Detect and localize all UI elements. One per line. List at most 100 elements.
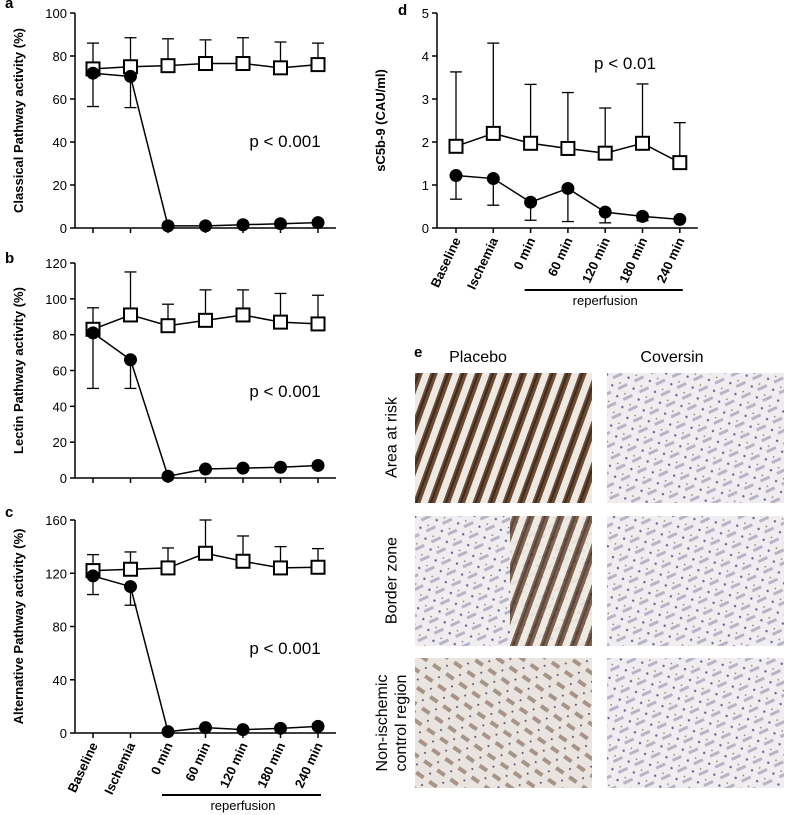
marker <box>560 140 576 156</box>
x-tick-label: 180 min <box>254 740 288 790</box>
marker <box>236 723 250 737</box>
marker <box>235 553 251 569</box>
y-tick-label: 2 <box>422 135 429 150</box>
y-axis-label: Alternative Pathway activity (%) <box>11 529 26 725</box>
y-axis-label: sC5b-9 (CAU/ml) <box>373 69 388 172</box>
y-tick-label: 120 <box>45 566 67 581</box>
marker <box>199 721 212 735</box>
x-tick-label: 240 min <box>653 235 687 285</box>
y-tick-label: 80 <box>53 620 67 635</box>
marker <box>310 316 326 332</box>
marker <box>161 469 175 483</box>
y-tick-label: 120 <box>45 256 67 271</box>
micrograph <box>607 373 784 503</box>
column-header: Placebo <box>449 349 507 366</box>
marker <box>86 326 100 340</box>
y-tick-label: 20 <box>53 435 67 450</box>
marker <box>310 559 326 575</box>
annotation: p < 0.001 <box>249 132 320 151</box>
x-axis-label: reperfusion <box>210 798 275 813</box>
y-tick-label: 4 <box>422 49 429 64</box>
marker <box>198 312 213 328</box>
marker <box>597 145 613 161</box>
annotation: p < 0.01 <box>594 54 656 73</box>
marker <box>124 69 137 83</box>
y-tick-label: 100 <box>45 292 67 307</box>
marker <box>486 172 500 186</box>
marker <box>86 66 100 80</box>
x-tick-label: 180 min <box>616 235 650 285</box>
marker <box>86 569 100 583</box>
marker <box>311 216 325 230</box>
marker <box>198 545 213 561</box>
y-tick-label: 3 <box>422 92 429 107</box>
marker <box>273 560 288 576</box>
x-tick-label: 60 min <box>545 235 576 279</box>
marker <box>273 60 288 76</box>
marker <box>160 58 176 74</box>
x-tick-label: 240 min <box>292 740 326 790</box>
micrograph-region <box>510 516 592 646</box>
x-tick-label: 0 min <box>510 235 538 272</box>
marker <box>636 209 649 223</box>
marker <box>199 219 212 233</box>
marker <box>235 56 251 72</box>
y-tick-label: 1 <box>422 178 429 193</box>
marker <box>161 219 175 233</box>
y-tick-label: 40 <box>53 673 67 688</box>
y-axis-label: Lectin Pathway activity (%) <box>11 287 26 454</box>
micrograph <box>607 516 784 646</box>
panel-label: e <box>414 344 422 361</box>
marker <box>124 353 137 367</box>
row-label: Non-ischemic control region <box>374 674 410 772</box>
marker <box>311 458 325 472</box>
row-label: Border zone <box>383 536 401 625</box>
panel-label: d <box>398 2 407 19</box>
marker <box>123 307 138 323</box>
panel-label: b <box>5 250 14 267</box>
y-tick-label: 160 <box>45 513 67 528</box>
x-axis-label: reperfusion <box>573 293 638 308</box>
marker <box>448 138 464 154</box>
marker <box>123 561 138 577</box>
y-tick-label: 60 <box>53 364 67 379</box>
y-tick-label: 0 <box>60 726 67 741</box>
marker <box>160 318 176 334</box>
marker <box>561 181 575 195</box>
row-label: Area at risk <box>383 397 401 478</box>
marker <box>124 580 137 594</box>
marker <box>311 719 325 733</box>
marker <box>160 560 176 576</box>
marker <box>310 57 326 73</box>
x-tick-label: 60 min <box>182 740 213 784</box>
marker <box>273 314 288 330</box>
annotation: p < 0.001 <box>249 639 320 658</box>
y-tick-label: 80 <box>53 328 67 343</box>
x-tick-label: Ischemia <box>464 234 501 291</box>
x-tick-label: Ischemia <box>101 739 138 796</box>
marker <box>198 56 213 72</box>
marker <box>672 155 688 171</box>
y-axis-label: Classical Pathway activity (%) <box>11 28 26 213</box>
marker <box>199 462 212 476</box>
marker <box>598 205 612 219</box>
x-tick-label: 120 min <box>217 740 251 790</box>
marker <box>523 135 539 151</box>
panel-label: c <box>5 504 13 521</box>
micrograph <box>415 658 592 788</box>
annotation: p < 0.001 <box>249 382 320 401</box>
y-tick-label: 0 <box>422 221 429 236</box>
y-tick-label: 60 <box>53 92 67 107</box>
marker <box>274 217 287 231</box>
marker <box>235 307 251 323</box>
x-tick-label: Baseline <box>65 740 101 795</box>
micrographs: e Placebo Coversin <box>414 344 784 788</box>
marker <box>236 461 250 475</box>
y-tick-label: 40 <box>53 135 67 150</box>
panel-label: a <box>5 0 14 12</box>
y-tick-label: 5 <box>422 6 429 21</box>
marker <box>673 212 687 226</box>
column-header: Coversin <box>640 349 703 366</box>
